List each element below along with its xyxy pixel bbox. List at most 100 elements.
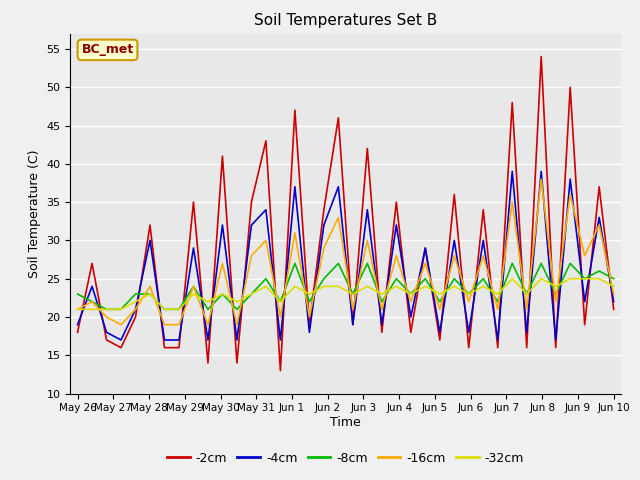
-2cm: [320, 207, 328, 213]
Line: -32cm: -32cm: [77, 279, 614, 309]
-8cm: [436, 299, 444, 305]
-8cm: [117, 306, 125, 312]
-8cm: [204, 306, 212, 312]
-16cm: [566, 192, 574, 197]
-16cm: [276, 314, 284, 320]
-16cm: [494, 306, 502, 312]
-4cm: [233, 337, 241, 343]
-4cm: [335, 184, 342, 190]
Line: -8cm: -8cm: [77, 264, 614, 309]
-2cm: [161, 345, 168, 350]
-16cm: [392, 253, 400, 259]
-16cm: [451, 253, 458, 259]
-2cm: [276, 368, 284, 373]
-32cm: [74, 306, 81, 312]
-16cm: [465, 299, 472, 305]
-16cm: [320, 245, 328, 251]
-8cm: [291, 261, 299, 266]
-32cm: [581, 276, 589, 282]
-4cm: [132, 306, 140, 312]
Y-axis label: Soil Temperature (C): Soil Temperature (C): [28, 149, 41, 278]
-8cm: [175, 306, 183, 312]
-4cm: [146, 238, 154, 243]
-8cm: [74, 291, 81, 297]
-4cm: [595, 215, 603, 220]
-4cm: [161, 337, 168, 343]
-4cm: [451, 238, 458, 243]
-8cm: [595, 268, 603, 274]
-16cm: [523, 306, 531, 312]
-8cm: [566, 261, 574, 266]
-32cm: [422, 284, 429, 289]
-32cm: [465, 291, 472, 297]
-2cm: [88, 261, 96, 266]
-32cm: [508, 276, 516, 282]
-4cm: [175, 337, 183, 343]
-2cm: [248, 199, 255, 205]
-8cm: [349, 291, 356, 297]
-32cm: [566, 276, 574, 282]
-2cm: [204, 360, 212, 366]
-32cm: [132, 299, 140, 305]
-4cm: [276, 337, 284, 343]
-8cm: [262, 276, 269, 282]
-8cm: [392, 276, 400, 282]
-32cm: [102, 306, 110, 312]
-8cm: [305, 299, 313, 305]
-8cm: [233, 306, 241, 312]
-4cm: [581, 299, 589, 305]
-16cm: [233, 322, 241, 327]
-2cm: [305, 322, 313, 327]
-4cm: [248, 222, 255, 228]
-32cm: [364, 284, 371, 289]
-8cm: [378, 299, 386, 305]
-16cm: [88, 299, 96, 305]
-2cm: [595, 184, 603, 190]
-16cm: [204, 322, 212, 327]
-8cm: [132, 291, 140, 297]
-8cm: [364, 261, 371, 266]
-2cm: [508, 100, 516, 106]
-4cm: [378, 322, 386, 327]
-2cm: [291, 108, 299, 113]
-8cm: [102, 306, 110, 312]
-16cm: [102, 314, 110, 320]
-2cm: [610, 306, 618, 312]
-2cm: [465, 345, 472, 350]
-32cm: [248, 291, 255, 297]
-4cm: [291, 184, 299, 190]
-32cm: [189, 291, 197, 297]
-2cm: [523, 345, 531, 350]
-2cm: [378, 329, 386, 335]
-2cm: [494, 345, 502, 350]
-8cm: [508, 261, 516, 266]
-16cm: [508, 199, 516, 205]
-16cm: [538, 176, 545, 182]
-8cm: [523, 291, 531, 297]
-8cm: [610, 276, 618, 282]
-16cm: [117, 322, 125, 327]
-32cm: [305, 291, 313, 297]
-8cm: [161, 306, 168, 312]
-2cm: [262, 138, 269, 144]
-8cm: [88, 299, 96, 305]
-32cm: [552, 284, 559, 289]
-2cm: [233, 360, 241, 366]
-2cm: [538, 54, 545, 60]
-4cm: [407, 314, 415, 320]
-16cm: [349, 306, 356, 312]
-2cm: [566, 84, 574, 90]
-4cm: [364, 207, 371, 213]
-2cm: [132, 314, 140, 320]
-4cm: [117, 337, 125, 343]
Legend: -2cm, -4cm, -8cm, -16cm, -32cm: -2cm, -4cm, -8cm, -16cm, -32cm: [162, 447, 529, 469]
-2cm: [436, 337, 444, 343]
-4cm: [422, 245, 429, 251]
-16cm: [146, 284, 154, 289]
-4cm: [204, 337, 212, 343]
-32cm: [595, 276, 603, 282]
-8cm: [248, 291, 255, 297]
-32cm: [233, 299, 241, 305]
-32cm: [175, 306, 183, 312]
-4cm: [320, 222, 328, 228]
